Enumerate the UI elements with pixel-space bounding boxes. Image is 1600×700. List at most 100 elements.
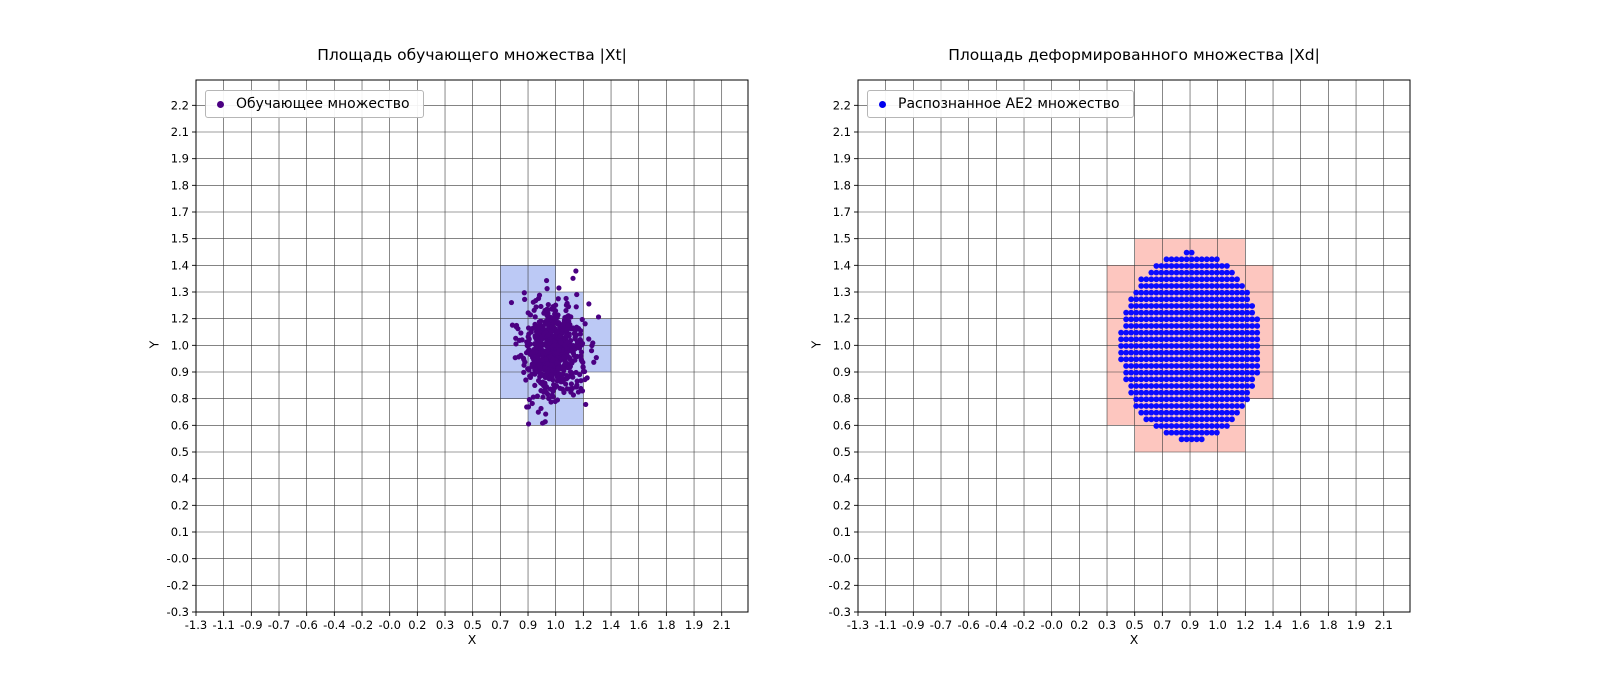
svg-text:-0.2: -0.2 [351, 618, 373, 632]
svg-text:1.6: 1.6 [630, 618, 648, 632]
svg-text:-1.1: -1.1 [874, 618, 896, 632]
left-plot-legend: Обучающее множество [205, 90, 424, 118]
left-x-axis-label: X [467, 632, 477, 647]
svg-text:1.5: 1.5 [171, 232, 189, 246]
svg-text:0.8: 0.8 [833, 392, 851, 406]
svg-text:2.1: 2.1 [713, 618, 731, 632]
svg-text:0.9: 0.9 [171, 365, 189, 379]
svg-text:-1.3: -1.3 [185, 618, 207, 632]
svg-text:-0.6: -0.6 [295, 618, 317, 632]
svg-text:1.4: 1.4 [833, 258, 851, 272]
left-y-axis-label: Y [146, 340, 162, 349]
svg-text:0.5: 0.5 [464, 618, 482, 632]
right-plot-title: Площадь деформированного множества |Xd| [948, 46, 1320, 64]
tick-labels: -1.3 -1.1 -0.9 -0.7 -0.6 -0.4 -0.2 -0.0 0.2 0.3 0.… [167, 98, 731, 632]
svg-text:0.9: 0.9 [519, 618, 537, 632]
grid-lines [195, 80, 748, 613]
svg-text:1.7: 1.7 [171, 205, 189, 219]
svg-text:-0.0: -0.0 [829, 552, 851, 566]
svg-text:1.7: 1.7 [833, 205, 851, 219]
svg-text:2.2: 2.2 [171, 98, 189, 112]
svg-text:0.2: 0.2 [171, 498, 189, 512]
svg-text:-0.3: -0.3 [829, 605, 851, 619]
svg-text:0.1: 0.1 [171, 525, 189, 539]
svg-text:0.2: 0.2 [408, 618, 426, 632]
svg-text:2.1: 2.1 [833, 125, 851, 139]
svg-text:0.9: 0.9 [833, 365, 851, 379]
legend-label: Распознанное AE2 множество [898, 96, 1120, 112]
right-y-axis-label: Y [808, 340, 824, 349]
svg-text:0.6: 0.6 [833, 418, 851, 432]
svg-text:1.0: 1.0 [833, 338, 851, 352]
svg-text:-0.2: -0.2 [167, 578, 189, 592]
svg-text:0.9: 0.9 [1181, 618, 1199, 632]
svg-text:1.8: 1.8 [657, 618, 675, 632]
left-plot-title: Площадь обучающего множества |Xt| [317, 46, 627, 64]
svg-text:0.2: 0.2 [833, 498, 851, 512]
svg-text:1.9: 1.9 [833, 152, 851, 166]
svg-text:1.6: 1.6 [1292, 618, 1310, 632]
svg-text:-1.1: -1.1 [212, 618, 234, 632]
plot-border [195, 79, 749, 613]
right-plot-canvas: -1.3 -1.1 -0.9 -0.7 -0.6 -0.4 -0.2 -0.0 0.2 0.3 0.… [829, 79, 1411, 632]
svg-text:2.2: 2.2 [833, 98, 851, 112]
svg-text:0.2: 0.2 [1070, 618, 1088, 632]
svg-text:0.7: 0.7 [491, 618, 509, 632]
svg-text:1.4: 1.4 [171, 258, 189, 272]
data-points [1118, 249, 1261, 443]
svg-text:-0.0: -0.0 [1040, 618, 1062, 632]
svg-text:-1.3: -1.3 [847, 618, 869, 632]
plot-border [857, 79, 1411, 613]
left-plot-canvas: -1.3 -1.1 -0.9 -0.7 -0.6 -0.4 -0.2 -0.0 0.2 0.3 0.… [167, 79, 749, 632]
svg-text:-0.9: -0.9 [240, 618, 262, 632]
svg-text:1.2: 1.2 [171, 312, 189, 326]
svg-text:0.3: 0.3 [1098, 618, 1116, 632]
svg-text:1.8: 1.8 [171, 178, 189, 192]
svg-text:1.0: 1.0 [547, 618, 565, 632]
svg-text:0.3: 0.3 [436, 618, 454, 632]
svg-text:1.4: 1.4 [1264, 618, 1282, 632]
svg-text:0.1: 0.1 [833, 525, 851, 539]
svg-text:1.8: 1.8 [833, 178, 851, 192]
svg-text:1.3: 1.3 [833, 285, 851, 299]
svg-text:1.5: 1.5 [833, 232, 851, 246]
svg-text:-0.6: -0.6 [957, 618, 979, 632]
svg-text:2.1: 2.1 [1375, 618, 1393, 632]
svg-text:-0.3: -0.3 [167, 605, 189, 619]
legend-label: Обучающее множество [236, 96, 410, 112]
svg-text:-0.2: -0.2 [829, 578, 851, 592]
svg-text:1.8: 1.8 [1319, 618, 1337, 632]
svg-text:0.4: 0.4 [171, 472, 189, 486]
svg-text:-0.4: -0.4 [323, 618, 345, 632]
svg-text:-0.7: -0.7 [268, 618, 290, 632]
svg-text:0.5: 0.5 [171, 445, 189, 459]
tick-labels: -1.3 -1.1 -0.9 -0.7 -0.6 -0.4 -0.2 -0.0 0.2 0.3 0.… [829, 98, 1393, 632]
svg-text:-0.0: -0.0 [378, 618, 400, 632]
svg-text:1.2: 1.2 [574, 618, 592, 632]
right-plot-legend: Распознанное AE2 множество [867, 90, 1134, 118]
svg-text:0.4: 0.4 [833, 472, 851, 486]
svg-text:1.2: 1.2 [833, 312, 851, 326]
svg-text:1.2: 1.2 [1236, 618, 1254, 632]
svg-text:1.9: 1.9 [685, 618, 703, 632]
svg-text:-0.4: -0.4 [985, 618, 1007, 632]
svg-text:2.1: 2.1 [171, 125, 189, 139]
svg-text:1.0: 1.0 [171, 338, 189, 352]
svg-text:-0.2: -0.2 [1013, 618, 1035, 632]
svg-text:1.0: 1.0 [1209, 618, 1227, 632]
right-x-axis-label: X [1129, 632, 1139, 647]
svg-text:1.9: 1.9 [1347, 618, 1365, 632]
svg-text:1.3: 1.3 [171, 285, 189, 299]
svg-text:0.5: 0.5 [1126, 618, 1144, 632]
svg-text:0.8: 0.8 [171, 392, 189, 406]
data-points [508, 268, 602, 427]
svg-text:1.4: 1.4 [602, 618, 620, 632]
svg-text:1.9: 1.9 [171, 152, 189, 166]
legend-marker-dot [879, 100, 886, 108]
svg-text:-0.9: -0.9 [902, 618, 924, 632]
svg-text:0.6: 0.6 [171, 418, 189, 432]
svg-text:-0.0: -0.0 [167, 552, 189, 566]
svg-text:0.5: 0.5 [833, 445, 851, 459]
svg-text:0.7: 0.7 [1153, 618, 1171, 632]
